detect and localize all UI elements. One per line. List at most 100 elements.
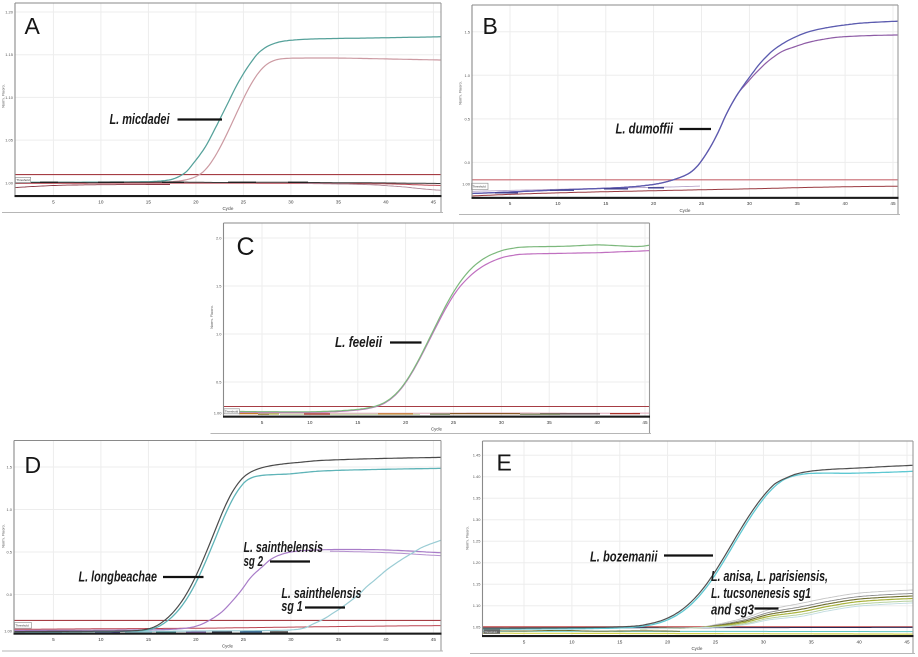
svg-text:25: 25 <box>241 637 247 642</box>
svg-text:sg 1: sg 1 <box>281 598 302 615</box>
svg-text:1.45: 1.45 <box>473 453 482 458</box>
svg-text:1.05: 1.05 <box>473 625 482 630</box>
svg-text:Norm. Fluoro.: Norm. Fluoro. <box>209 305 214 329</box>
svg-text:Cycle: Cycle <box>692 646 704 651</box>
svg-text:10: 10 <box>555 201 561 206</box>
svg-text:1.25: 1.25 <box>473 539 482 544</box>
svg-text:Norm. Fluoro.: Norm. Fluoro. <box>1 84 6 108</box>
svg-text:45: 45 <box>890 201 896 206</box>
svg-text:40: 40 <box>842 201 848 206</box>
svg-text:B: B <box>483 13 498 39</box>
svg-text:D: D <box>25 452 42 478</box>
svg-text:L. dumoffii: L. dumoffii <box>616 121 674 138</box>
svg-text:0.0: 0.0 <box>464 160 470 165</box>
svg-text:30: 30 <box>499 420 505 425</box>
svg-text:1.20: 1.20 <box>473 560 482 565</box>
svg-text:Threshold: Threshold <box>484 630 497 634</box>
svg-text:5: 5 <box>509 201 512 206</box>
svg-text:A: A <box>25 13 41 39</box>
svg-text:1.10: 1.10 <box>473 603 482 608</box>
svg-text:L. feeleii: L. feeleii <box>335 334 383 351</box>
svg-text:5: 5 <box>52 199 55 204</box>
svg-text:30: 30 <box>747 201 753 206</box>
svg-text:1.20: 1.20 <box>5 10 14 15</box>
svg-text:1.40: 1.40 <box>473 474 482 479</box>
svg-text:5: 5 <box>261 420 264 425</box>
svg-text:Norm. Fluoro.: Norm. Fluoro. <box>458 81 463 105</box>
svg-text:L. micdadei: L. micdadei <box>110 111 171 128</box>
svg-text:Threshold: Threshold <box>472 185 486 189</box>
svg-text:1.5: 1.5 <box>6 465 12 470</box>
svg-text:Cycle: Cycle <box>680 208 692 213</box>
svg-text:L. tucsonenesis sg1: L. tucsonenesis sg1 <box>711 585 811 602</box>
svg-text:10: 10 <box>98 637 104 642</box>
svg-text:Cycle: Cycle <box>222 644 234 649</box>
svg-text:15: 15 <box>146 199 152 204</box>
svg-text:40: 40 <box>383 199 389 204</box>
svg-text:20: 20 <box>193 199 199 204</box>
svg-text:Threshold: Threshold <box>225 410 239 414</box>
svg-text:40: 40 <box>383 637 389 642</box>
svg-text:20: 20 <box>651 201 657 206</box>
svg-text:L. anisa, L. parisiensis,: L. anisa, L. parisiensis, <box>711 568 828 585</box>
svg-text:45: 45 <box>904 639 910 644</box>
svg-text:L. sainthelensis: L. sainthelensis <box>244 539 324 556</box>
svg-text:30: 30 <box>288 199 294 204</box>
svg-text:40: 40 <box>594 420 600 425</box>
svg-text:35: 35 <box>809 639 815 644</box>
svg-text:10: 10 <box>98 199 104 204</box>
svg-text:1.00: 1.00 <box>462 182 471 187</box>
svg-text:1.15: 1.15 <box>473 582 482 587</box>
svg-text:5: 5 <box>523 639 526 644</box>
svg-text:Norm. Fluoro.: Norm. Fluoro. <box>1 524 6 548</box>
svg-text:25: 25 <box>241 199 247 204</box>
svg-text:1.00: 1.00 <box>214 411 223 416</box>
svg-text:1.15: 1.15 <box>5 52 14 57</box>
svg-text:30: 30 <box>761 639 767 644</box>
svg-text:L. longbeachae: L. longbeachae <box>79 569 158 586</box>
svg-text:35: 35 <box>336 637 342 642</box>
svg-text:0.0: 0.0 <box>6 592 12 597</box>
svg-text:1.00: 1.00 <box>5 180 14 185</box>
svg-text:35: 35 <box>547 420 553 425</box>
svg-text:1.30: 1.30 <box>473 517 482 522</box>
svg-text:30: 30 <box>288 637 294 642</box>
svg-text:2.0: 2.0 <box>216 236 222 241</box>
svg-text:1.35: 1.35 <box>473 496 482 501</box>
svg-text:0.5: 0.5 <box>6 550 12 555</box>
svg-text:15: 15 <box>146 637 152 642</box>
svg-text:Norm. Fluoro.: Norm. Fluoro. <box>465 526 470 550</box>
svg-text:5: 5 <box>52 637 55 642</box>
svg-text:20: 20 <box>665 639 671 644</box>
svg-text:Threshold: Threshold <box>16 178 30 182</box>
svg-text:1.10: 1.10 <box>5 95 14 100</box>
svg-text:35: 35 <box>795 201 801 206</box>
svg-text:1.0: 1.0 <box>216 332 222 337</box>
svg-text:45: 45 <box>431 637 437 642</box>
svg-text:25: 25 <box>699 201 705 206</box>
svg-text:0.5: 0.5 <box>216 380 222 385</box>
svg-text:15: 15 <box>355 420 361 425</box>
svg-text:15: 15 <box>603 201 609 206</box>
svg-text:1.5: 1.5 <box>464 29 470 34</box>
svg-text:Cycle: Cycle <box>223 206 235 211</box>
svg-text:1.00: 1.00 <box>4 629 13 634</box>
svg-text:L. bozemanii: L. bozemanii <box>590 549 658 566</box>
svg-text:45: 45 <box>642 420 648 425</box>
svg-text:Cycle: Cycle <box>431 427 443 432</box>
svg-text:20: 20 <box>403 420 409 425</box>
svg-text:1.0: 1.0 <box>6 507 12 512</box>
svg-text:1.0: 1.0 <box>464 73 470 78</box>
svg-text:C: C <box>237 233 255 261</box>
svg-text:40: 40 <box>856 639 862 644</box>
svg-text:L. sainthelensis: L. sainthelensis <box>281 585 361 602</box>
svg-text:25: 25 <box>713 639 719 644</box>
svg-text:10: 10 <box>307 420 313 425</box>
svg-text:1.5: 1.5 <box>216 284 222 289</box>
svg-text:E: E <box>497 450 512 476</box>
svg-text:45: 45 <box>431 199 437 204</box>
svg-text:10: 10 <box>569 639 575 644</box>
svg-text:1.05: 1.05 <box>5 138 14 143</box>
svg-text:35: 35 <box>336 199 342 204</box>
svg-text:and sg3: and sg3 <box>711 602 754 619</box>
